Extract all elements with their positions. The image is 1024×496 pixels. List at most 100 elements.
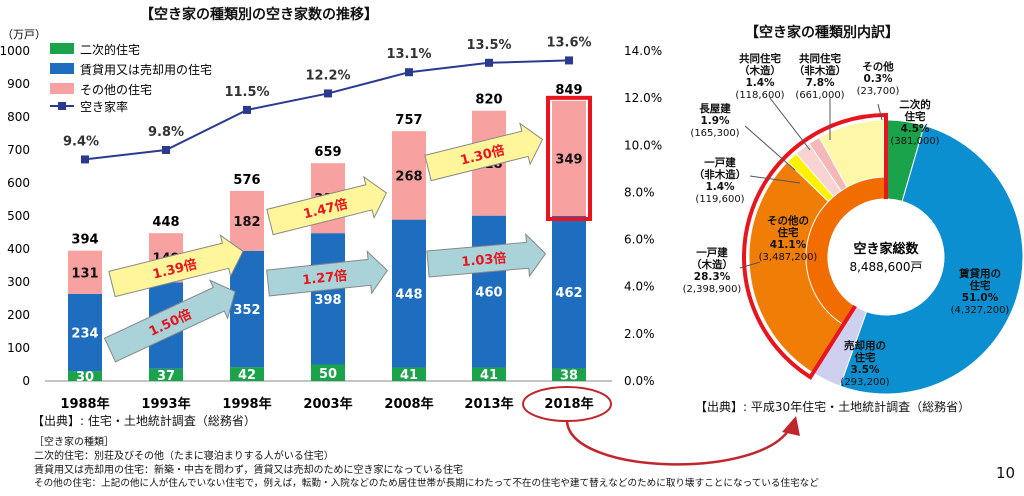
bar-value-label: 182: [233, 215, 260, 230]
bar-segment: [472, 367, 506, 381]
bar-value-label: 131: [71, 266, 98, 281]
bar-value-label: 41: [400, 368, 418, 383]
donut-center-value: 8,488,600戸: [849, 260, 922, 274]
bar-value-label: 234: [71, 326, 98, 341]
slice-label: 28.3%: [694, 271, 731, 283]
slice-label: 一戸建: [704, 156, 736, 169]
slice-label: 共同住宅: [739, 52, 781, 65]
y2-tick-label: 12.0%: [624, 91, 662, 105]
rate-label: 13.5%: [466, 38, 511, 53]
legend-marker: [58, 102, 66, 110]
growth-arrow-body: [108, 234, 244, 298]
bar-value-label: 448: [395, 288, 422, 303]
rate-label: 11.5%: [224, 85, 269, 100]
legend-label: 賃貸用又は売却用の住宅: [80, 62, 212, 77]
slice-label: （木造）: [739, 64, 781, 77]
rate-point: [162, 146, 170, 154]
y2-tick-label: 0.0%: [624, 374, 655, 388]
rate-point: [565, 56, 573, 65]
bar-segment: [230, 250, 264, 368]
slice-label: （木造）: [691, 258, 733, 271]
x-tick-label: 1993年: [141, 396, 190, 412]
slice-label: (23,700): [857, 86, 900, 97]
y-tick-label: 400: [7, 242, 30, 256]
y-tick-label: 800: [7, 110, 30, 124]
definitions-heading: ［空き家の種類］: [34, 437, 114, 448]
right-chart-title: 【空き家の種類別内訳】: [745, 25, 899, 41]
slice-label: (381,000): [890, 136, 939, 147]
rate-label: 13.1%: [386, 47, 431, 62]
bar-total-label: 849: [555, 83, 582, 98]
growth-arrow: 1.27倍: [266, 250, 388, 297]
bar-segment: [311, 233, 345, 365]
y-tick-label: 200: [7, 308, 30, 322]
bar-value-label: 462: [555, 286, 582, 301]
y-tick-label: 0: [22, 374, 30, 388]
rate-point: [405, 68, 413, 77]
highlight-ellipse: [522, 386, 612, 422]
y-tick-label: 100: [7, 341, 30, 355]
bar-total-label: 820: [475, 93, 502, 108]
growth-arrow: 1.39倍: [108, 234, 244, 298]
bar-segment: [68, 371, 102, 381]
y-axis-unit: （万戸）: [2, 28, 46, 41]
bar-value-label: 50: [319, 367, 337, 382]
rate-point: [243, 105, 251, 114]
bar-segment: [230, 367, 264, 381]
leader-line: [739, 261, 761, 269]
bar-value-label: 42: [238, 368, 256, 383]
definition-line: 賃貸用又は売却用の住宅：新築・中古を問わず，賃貸又は売却のために空き家になってい…: [34, 465, 463, 476]
highlight-box: [546, 95, 592, 221]
y2-tick-label: 2.0%: [624, 327, 655, 341]
y2-tick-label: 10.0%: [624, 138, 662, 152]
donut-center-title: 空き家総数: [853, 241, 919, 257]
bar-value-label: 38: [560, 369, 578, 384]
y2-tick-label: 8.0%: [624, 185, 655, 199]
bar-total-label: 394: [71, 233, 98, 248]
growth-arrow: 1.47倍: [266, 175, 388, 236]
arrow-head: [782, 416, 800, 436]
slice-label: 住宅: [905, 110, 926, 123]
slice-label: (3,487,200): [759, 252, 818, 263]
bar-segment: [68, 250, 102, 294]
x-tick-label: 2013年: [464, 396, 513, 412]
y2-tick-label: 4.0%: [624, 280, 655, 294]
bar-value-label: 349: [555, 152, 582, 167]
slice-label: 0.3%: [863, 73, 893, 85]
y-tick-label: 1000: [0, 44, 30, 58]
growth-arrow-body: [426, 233, 547, 278]
slice-label: (165,300): [690, 128, 739, 139]
growth-arrow-body: [103, 279, 236, 363]
slice-label: 二次的: [899, 98, 931, 111]
bar-value-label: 30: [76, 370, 94, 385]
y2-tick-label: 6.0%: [624, 233, 655, 247]
legend-label: 空き家率: [80, 99, 128, 114]
slice-label: 住宅: [970, 279, 991, 292]
bar-total-label: 576: [233, 173, 260, 188]
bar-segment: [392, 219, 426, 368]
arrow-path: [565, 420, 792, 466]
slice-label: (2,398,900): [683, 284, 742, 295]
right-source: 【出典】: 平成30年住宅・土地統計調査（総務省）: [695, 400, 971, 414]
leader-line: [769, 97, 811, 151]
bar-segment: [149, 368, 183, 381]
bar-segment: [552, 216, 586, 369]
slice-label: （非木造）: [694, 168, 747, 181]
rate-label: 12.2%: [305, 68, 350, 83]
slice-label: 4.5%: [900, 123, 930, 135]
x-tick-label: 1998年: [222, 396, 271, 412]
y-tick-label: 900: [7, 77, 30, 91]
slice-label: 41.1%: [770, 239, 807, 251]
growth-arrow-body: [266, 175, 388, 236]
rate-label: 13.6%: [546, 35, 591, 50]
y-tick-label: 500: [7, 209, 30, 223]
left-source: 【出典】: 住宅・土地統計調査（総務省）: [32, 414, 256, 428]
growth-arrow: 1.30倍: [424, 122, 544, 182]
rate-point: [324, 89, 332, 98]
slice-label: 1.9%: [700, 115, 730, 127]
growth-arrow-label: 1.03倍: [461, 250, 507, 270]
slice-label: （非木造）: [794, 64, 847, 77]
slice-label: 売却用の: [844, 339, 886, 352]
x-tick-label: 1988年: [60, 396, 109, 412]
bar-chart: （万戸） 0 100 200 300 400 500 600 700 800 900 1000 0.0%…: [0, 28, 662, 412]
